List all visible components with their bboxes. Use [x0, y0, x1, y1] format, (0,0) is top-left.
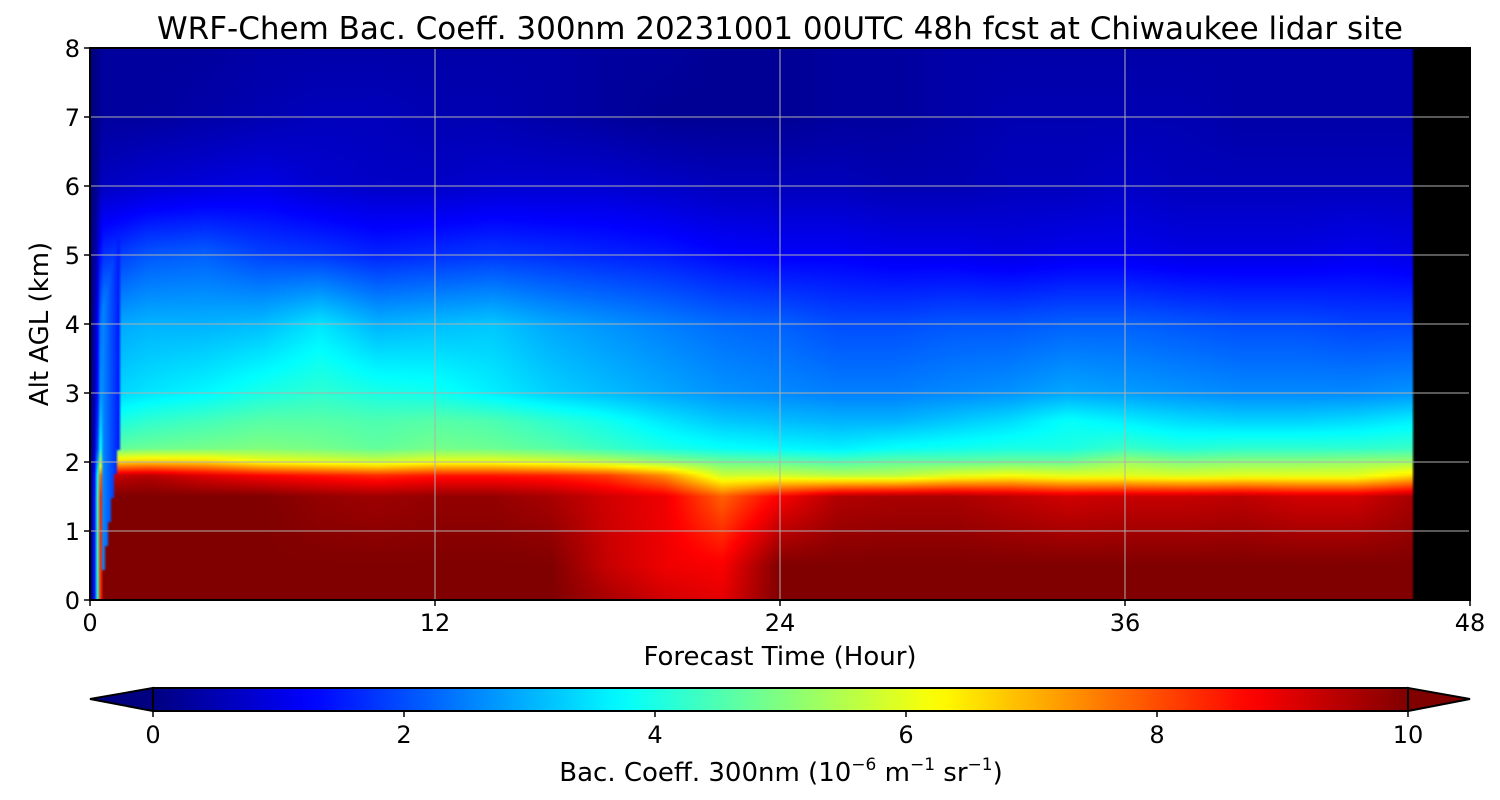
colorbar-ticks: 0 2 4 6 8 10 — [145, 711, 1423, 749]
y-tick-label: 0 — [65, 587, 80, 615]
colorbar-label-exp2: −1 — [910, 755, 935, 775]
colorbar-tick-label: 4 — [647, 721, 662, 749]
x-tick-label: 36 — [1110, 609, 1141, 637]
colorbar-extend-right — [1407, 686, 1471, 713]
colorbar-label-unit1: m — [876, 758, 910, 788]
colorbar-tick-label: 10 — [1393, 721, 1424, 749]
colorbar-label-exp3: −1 — [968, 755, 993, 775]
grid-lines — [90, 48, 1470, 600]
x-tick-label: 12 — [420, 609, 451, 637]
x-axis-label: Forecast Time (Hour) — [643, 642, 916, 672]
x-axis-ticks: 0 12 24 36 48 — [82, 600, 1485, 637]
colorbar-tick-label: 8 — [1149, 721, 1164, 749]
y-tick-label: 2 — [65, 449, 80, 477]
colorbar-label-close: ) — [993, 758, 1003, 788]
colorbar-label-exp1: −6 — [851, 755, 876, 775]
y-tick-label: 4 — [65, 311, 80, 339]
y-tick-label: 6 — [65, 173, 80, 201]
colorbar-gradient — [152, 687, 1409, 712]
y-tick-label: 8 — [65, 35, 80, 63]
chart-title: WRF-Chem Bac. Coeff. 300nm 20231001 00UT… — [157, 11, 1403, 47]
y-axis-ticks: 0 1 2 3 4 5 6 7 8 — [65, 35, 90, 615]
colorbar: 0 2 4 6 8 10 Bac. Coeff. 300nm (10−6 m−1 sr−1… — [89, 686, 1471, 788]
y-tick-label: 5 — [65, 242, 80, 270]
colorbar-label-main: Bac. Coeff. 300nm (10 — [559, 758, 851, 788]
x-tick-label: 48 — [1455, 609, 1486, 637]
colorbar-label: Bac. Coeff. 300nm (10−6 m−1 sr−1) — [559, 755, 1002, 788]
y-tick-label: 1 — [65, 518, 80, 546]
colorbar-tick-label: 6 — [898, 721, 913, 749]
x-tick-label: 24 — [765, 609, 796, 637]
y-tick-label: 3 — [65, 380, 80, 408]
colorbar-tick-label: 0 — [145, 721, 160, 749]
x-tick-label: 0 — [82, 609, 97, 637]
colorbar-extend-left — [89, 686, 154, 713]
y-tick-label: 7 — [65, 104, 80, 132]
colorbar-tick-label: 2 — [396, 721, 411, 749]
y-axis-label: Alt AGL (km) — [25, 242, 55, 406]
colorbar-label-unit2: sr — [935, 758, 968, 788]
